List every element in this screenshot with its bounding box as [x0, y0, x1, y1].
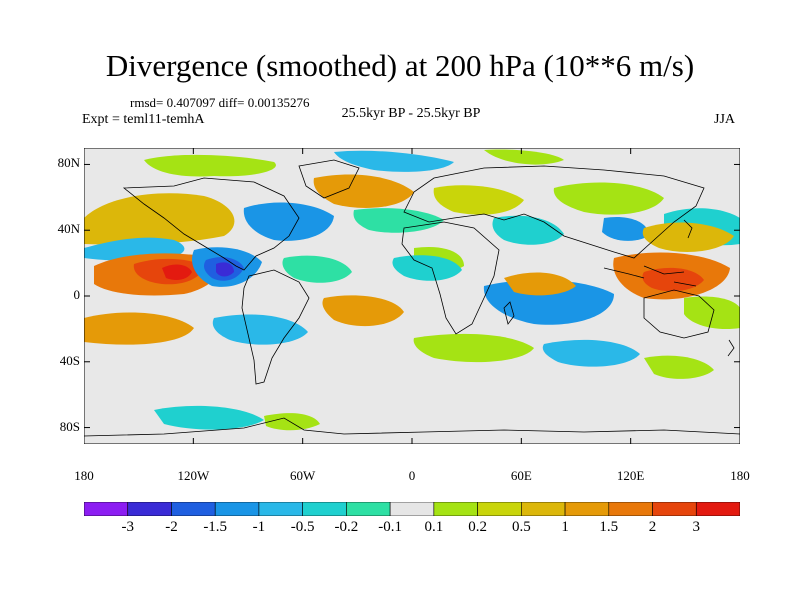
contour-region: [684, 296, 740, 330]
coastline-greenland: [298, 159, 360, 199]
colorbar-label: 0.1: [424, 519, 444, 535]
colorbar-swatch: [258, 502, 303, 516]
lon-tick-label: 120W: [177, 468, 210, 483]
colorbar-swatch: [521, 502, 566, 516]
experiment-label: Expt = teml11-temhA: [82, 112, 205, 127]
coastline-japan: [683, 219, 693, 239]
coastline-antarctica: [84, 417, 740, 437]
coastlines: [84, 159, 740, 437]
colorbar-swatch: [564, 502, 610, 516]
lat-tick-label: 40N: [57, 221, 80, 237]
colorbar-swatch: [127, 502, 172, 516]
coastline-south-america: [241, 269, 310, 385]
contour-region: [492, 215, 564, 245]
period-label: 25.5kyr BP - 25.5kyr BP: [341, 106, 481, 121]
coastline-madagascar: [503, 301, 515, 325]
colorbar-label: -1: [252, 519, 266, 535]
contour-region: [313, 174, 414, 208]
lon-tick-label: 0: [408, 468, 416, 483]
axis-ticks: [84, 148, 740, 444]
colorbar-label: 0.2: [468, 519, 487, 535]
lon-tick-label: 120E: [616, 468, 645, 483]
colorbar-label: 1.5: [599, 519, 619, 535]
colorbar-label: -0.5: [290, 519, 315, 535]
season-label: JJA: [714, 112, 736, 127]
colorbar-label: -2: [165, 519, 178, 535]
colorbar-swatch: [84, 502, 129, 516]
colorbar-swatch: [302, 502, 347, 516]
contour-region: [644, 355, 714, 379]
coastline-eurasia: [403, 165, 705, 259]
lat-tick-label: 80N: [57, 155, 80, 171]
colorbar-swatch: [652, 502, 697, 516]
contour-region: [162, 264, 192, 280]
colorbar-swatch: [608, 502, 653, 516]
colorbar: [84, 502, 740, 516]
colorbar-label: -0.2: [334, 519, 359, 535]
colorbar-swatch: [695, 502, 740, 516]
lat-tick-label: 80S: [59, 418, 80, 434]
divergence-field: [84, 149, 740, 431]
colorbar-label: 0.5: [511, 519, 531, 535]
contour-region: [84, 312, 194, 345]
lat-tick-label: 0: [73, 287, 81, 302]
contour-region: [392, 255, 462, 281]
contour-region: [216, 262, 234, 277]
contour-region: [553, 182, 664, 215]
plot-title: Divergence (smoothed) at 200 hPa (10**6 …: [105, 48, 695, 83]
contour-region: [642, 267, 704, 292]
contour-region: [413, 333, 534, 363]
colorbar-swatch: [389, 502, 435, 516]
contour-region: [484, 149, 564, 165]
contour-region: [154, 405, 264, 430]
colorbar-label: -1.5: [203, 519, 228, 535]
coastline-north-america: [122, 177, 300, 271]
coastline-australia: [643, 289, 715, 339]
contour-region: [353, 208, 444, 233]
colorbar-swatch: [433, 502, 478, 516]
lat-tick-label: 40S: [59, 352, 80, 368]
lon-tick-label: 180: [730, 468, 750, 483]
contour-region: [264, 413, 320, 431]
coastline-new-zealand: [727, 339, 735, 357]
contour-region: [282, 255, 352, 283]
contour-region: [602, 216, 649, 241]
colorbar-label: 1: [561, 519, 569, 535]
contour-region: [334, 150, 454, 172]
colorbar-swatch: [214, 502, 260, 516]
colorbar-swatch: [477, 502, 522, 516]
coastline-africa: [401, 221, 500, 335]
contour-region: [322, 295, 404, 327]
coastline-maritime-continent: [603, 265, 697, 287]
lon-tick-label: 60E: [510, 468, 532, 483]
stats-text: rmsd= 0.407097 diff= 0.00135276: [130, 95, 310, 110]
colorbar-swatch: [171, 502, 216, 516]
contour-region: [433, 185, 524, 215]
colorbar-label: -0.1: [378, 519, 402, 535]
map-plot: [84, 148, 740, 444]
contour-region: [504, 272, 576, 296]
contour-region: [243, 202, 334, 241]
colorbar-swatch: [346, 502, 391, 516]
colorbar-label: -3: [121, 519, 134, 535]
contour-region: [542, 339, 640, 367]
colorbar-label: 2: [648, 519, 657, 535]
colorbar-label: 3: [692, 519, 701, 535]
lon-tick-label: 60W: [290, 468, 316, 483]
contour-region: [84, 193, 235, 245]
lon-tick-label: 180: [74, 468, 94, 483]
contour-region: [144, 154, 276, 177]
